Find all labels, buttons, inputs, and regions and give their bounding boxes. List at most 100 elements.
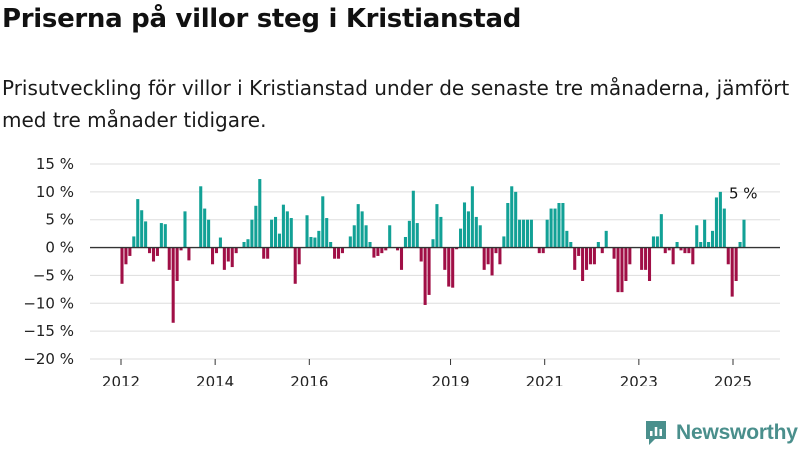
bar [313, 237, 317, 248]
bar [419, 247, 423, 262]
bar [222, 247, 226, 270]
bar [553, 208, 557, 248]
axes: 15 % 10 % 5 % 0 % −5 % −10 % −15 % −20 % 2012 201… [23, 155, 780, 386]
bar [573, 247, 577, 270]
bar [703, 219, 707, 248]
bar [407, 220, 411, 248]
bar [734, 247, 738, 281]
bar [644, 247, 648, 270]
bar [285, 211, 289, 248]
bar [380, 247, 384, 254]
bar [541, 247, 545, 254]
bar [447, 247, 451, 287]
bar [211, 247, 215, 265]
bar [683, 247, 687, 254]
bar [293, 247, 297, 284]
x-tick-label: 2019 [431, 373, 469, 386]
bar [203, 208, 207, 248]
bar [234, 247, 238, 254]
bar [183, 211, 187, 248]
bar [376, 247, 380, 256]
bar [415, 223, 419, 248]
bar [640, 247, 644, 270]
bar [360, 211, 364, 248]
bar [494, 247, 498, 254]
bar [120, 247, 124, 284]
bar [455, 247, 459, 250]
bar [214, 247, 219, 254]
bar [443, 247, 447, 270]
bar [423, 247, 427, 305]
bar [187, 247, 191, 261]
bar [518, 219, 522, 248]
bar [514, 191, 518, 248]
bar [297, 247, 301, 265]
bar [462, 202, 467, 248]
bar [364, 225, 368, 248]
bar [356, 204, 360, 248]
bar [246, 239, 250, 248]
bar [274, 216, 278, 248]
bar [218, 237, 222, 248]
bar [159, 223, 163, 248]
bar [289, 218, 293, 248]
y-tick-label: −15 % [23, 322, 74, 340]
x-tick-label: 2023 [620, 373, 658, 386]
bar [403, 236, 407, 248]
bar [687, 247, 691, 254]
bar [309, 236, 313, 248]
bar [317, 230, 321, 248]
bar [128, 247, 132, 256]
bar [396, 247, 400, 251]
bar [171, 247, 175, 323]
bar [262, 247, 266, 259]
bar [258, 179, 262, 248]
bar [325, 218, 329, 248]
bar [281, 204, 285, 248]
y-tick-label: −5 % [33, 266, 74, 284]
y-tick-label: 0 % [45, 239, 74, 257]
bar [388, 225, 392, 248]
x-tick-label: 2021 [526, 373, 564, 386]
bar [435, 204, 439, 248]
bar [431, 239, 435, 248]
bar [266, 247, 270, 259]
bar [466, 211, 470, 248]
bar [155, 247, 159, 256]
bar [242, 242, 246, 248]
bar [529, 219, 533, 248]
bar [372, 247, 376, 258]
bar [151, 247, 156, 262]
bar [478, 225, 482, 248]
bar [616, 247, 620, 293]
x-tick-label: 2012 [102, 373, 140, 386]
bar [549, 208, 553, 248]
bar [647, 247, 652, 281]
x-tick-label: 2014 [196, 373, 234, 386]
chart-subtitle: Prisutveckling för villor i Kristianstad… [2, 76, 790, 132]
bar [604, 230, 608, 248]
bar [679, 247, 683, 251]
bar [144, 221, 148, 248]
bar [565, 230, 569, 248]
bar [671, 247, 675, 265]
bar [148, 247, 152, 254]
bar [624, 247, 628, 281]
bar [714, 197, 718, 248]
bar [651, 236, 655, 248]
y-tick-label: 10 % [36, 183, 74, 201]
bar [659, 214, 663, 248]
bar [411, 190, 415, 248]
bar [384, 247, 388, 251]
bar [470, 186, 474, 248]
bar [336, 247, 341, 259]
bar [525, 219, 530, 248]
bar [498, 247, 502, 265]
bar [140, 210, 144, 248]
bar [742, 219, 746, 248]
bar [167, 247, 171, 270]
bar [329, 242, 333, 248]
bar [695, 225, 699, 248]
bar [340, 247, 344, 254]
bar [451, 247, 455, 288]
